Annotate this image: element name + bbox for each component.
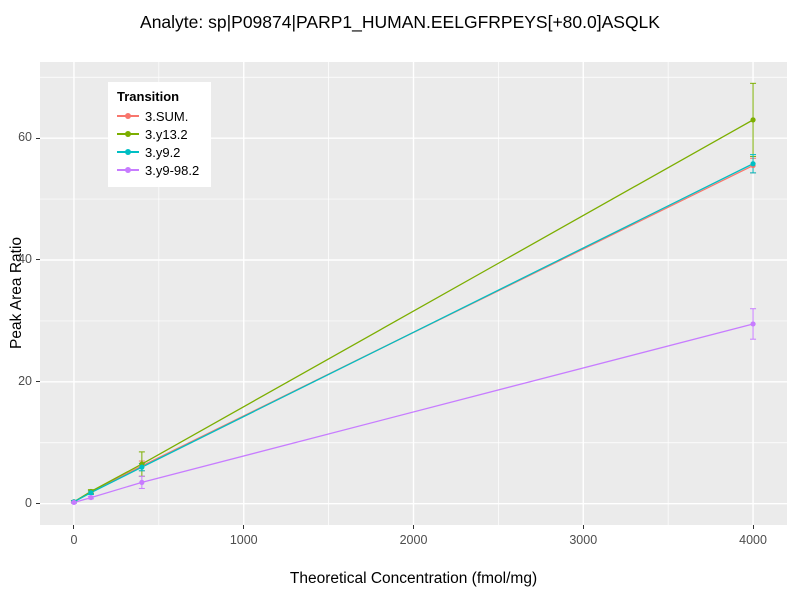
x-tick-mark	[243, 525, 245, 529]
x-tick-mark	[752, 525, 754, 529]
x-tick-mark	[413, 525, 414, 529]
x-tick-label: 2000	[399, 533, 428, 547]
legend-item-label: 3.y9-98.2	[145, 162, 200, 178]
y-tick-label: 0	[25, 495, 32, 510]
y-tick-label: 60	[18, 130, 32, 145]
x-tick-mark	[73, 525, 75, 529]
legend-key-icon	[117, 163, 139, 177]
legend-key-icon	[117, 109, 139, 123]
x-tick-label: 0	[70, 533, 78, 547]
y-tick-mark	[36, 503, 40, 505]
legend-item: 3.y9-98.2	[117, 161, 199, 179]
y-tick-mark	[36, 259, 40, 261]
legend-key-icon	[117, 145, 139, 159]
legend-key-icon	[117, 127, 139, 141]
x-tick-label: 1000	[229, 533, 258, 547]
x-axis-label: Theoretical Concentration (fmol/mg)	[289, 570, 538, 587]
plot-panel: Transition 3.SUM. 3.y13.2 3.y9.2 3.y9-98.2	[40, 62, 787, 525]
legend-item: 3.y13.2	[117, 125, 199, 143]
legend-items: 3.SUM. 3.y13.2 3.y9.2 3.y9-98.2	[117, 107, 199, 179]
legend-item-label: 3.y13.2	[145, 126, 188, 142]
legend-item: 3.y9.2	[117, 143, 199, 161]
y-tick-mark	[36, 137, 40, 139]
x-tick-mark	[582, 525, 584, 529]
chart-title: Analyte: sp|P09874|PARP1_HUMAN.EELGFRPEY…	[140, 12, 660, 32]
legend: Transition 3.SUM. 3.y13.2 3.y9.2 3.y9-98.2	[108, 82, 212, 187]
legend-item: 3.SUM.	[117, 107, 199, 125]
x-tick-label: 4000	[739, 533, 767, 547]
legend-item-label: 3.SUM.	[145, 108, 189, 124]
legend-item-label: 3.y9.2	[145, 144, 181, 160]
y-tick-label: 40	[18, 251, 32, 266]
y-tick-mark	[36, 381, 40, 383]
legend-title: Transition	[117, 89, 180, 104]
x-tick-label: 3000	[569, 533, 598, 547]
y-tick-label: 20	[18, 373, 32, 388]
